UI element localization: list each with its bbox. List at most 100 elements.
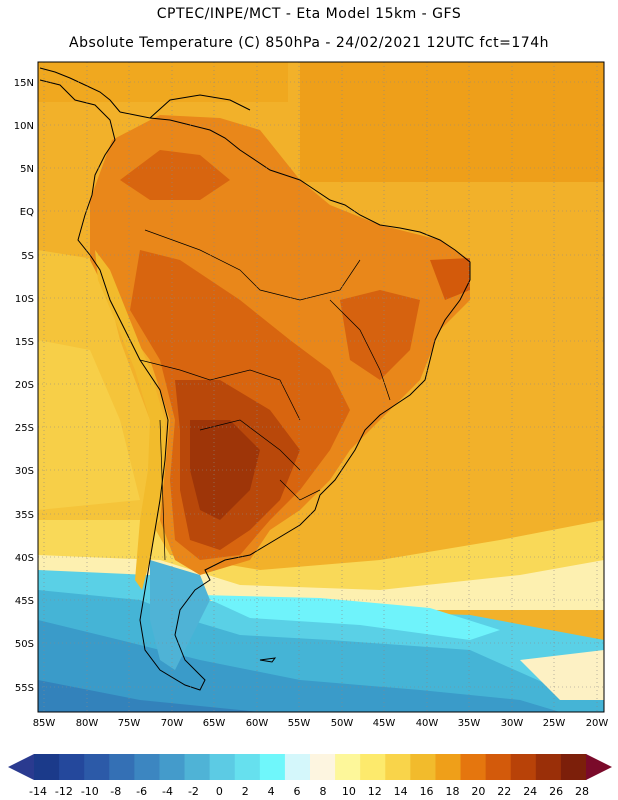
lon-label: 70W [161, 718, 184, 729]
lon-label: 45W [373, 718, 396, 729]
colorbar-label: -12 [55, 785, 73, 798]
lon-label: 60W [246, 718, 269, 729]
field-pacific-light [38, 340, 140, 510]
lat-label: 5N [20, 164, 34, 175]
lon-label: 35W [458, 718, 481, 729]
map-title-source: CPTEC/INPE/MCT - Eta Model 15km - GFS [156, 6, 462, 22]
colorbar-cell [310, 754, 336, 780]
lat-label: 10S [15, 294, 34, 305]
colorbar-label: 0 [216, 785, 223, 798]
colorbar-low-arrow [8, 754, 34, 780]
colorbar-label: -2 [188, 785, 199, 798]
colorbar-label: 12 [368, 785, 382, 798]
colorbar-label: 20 [471, 785, 485, 798]
colorbar-label: -14 [29, 785, 47, 798]
colorbar-label: -6 [136, 785, 147, 798]
lon-label: 30W [501, 718, 524, 729]
colorbar-cell [284, 754, 311, 780]
colorbar-label: -8 [110, 785, 121, 798]
colorbar-label: 10 [342, 785, 356, 798]
colorbar-label: 6 [294, 785, 301, 798]
lon-label: 80W [76, 718, 99, 729]
lon-label: 65W [203, 718, 226, 729]
field-southeast-pale [520, 650, 604, 700]
colorbar-cell [360, 754, 386, 780]
colorbar-cell [34, 754, 60, 780]
coastlines [39, 67, 471, 691]
field-north-atlantic [300, 62, 604, 182]
lat-label: 55S [15, 683, 34, 694]
field-andes-cool [95, 250, 165, 590]
lat-label: 35S [15, 510, 34, 521]
lat-label: 25S [15, 423, 34, 434]
field-cold-cyan-band [200, 595, 500, 640]
field-patagonia-cold [150, 560, 210, 670]
lon-label: 25W [543, 718, 566, 729]
colorbar-label: -4 [162, 785, 173, 798]
colorbar-cell [109, 754, 135, 780]
border-paraguay [199, 419, 301, 471]
colorbar: -14 -12 -10 -8 -6 -4 -2 0 2 4 6 8 10 12 14 16 18 20 22 24 26… [8, 754, 612, 798]
colorbar-cell [209, 754, 236, 780]
colorbar-cell [159, 754, 186, 780]
colorbar-cell [560, 754, 587, 780]
colorbar-cell [410, 754, 436, 780]
colorbar-cell [59, 754, 85, 780]
colorbar-label: 14 [394, 785, 408, 798]
colorbar-high-arrow [586, 754, 612, 780]
caribbean-coast [149, 94, 251, 119]
lon-label: 40W [416, 718, 439, 729]
border-uruguay [279, 479, 321, 501]
colorbar-cell [234, 754, 261, 780]
map-frame [37, 61, 605, 713]
field-northeast-hot [430, 258, 470, 300]
colorbar-label: 24 [523, 785, 537, 798]
colorbar-cell [84, 754, 110, 780]
lat-label: 50S [15, 639, 34, 650]
colorbar-cell [535, 754, 562, 780]
field-brazil-highlands [340, 290, 420, 380]
colorbar-label: -10 [81, 785, 99, 798]
colorbar-cell [134, 754, 160, 780]
falklands [259, 657, 277, 663]
colorbar-cell [385, 754, 411, 780]
colorbar-cell [485, 754, 512, 780]
lat-label: EQ [20, 207, 34, 218]
lon-label: 20W [586, 718, 609, 729]
colorbar-cell [435, 754, 462, 780]
lon-label: 85W [33, 718, 56, 729]
field-cold-deep [38, 620, 560, 712]
lon-label: 55W [288, 718, 311, 729]
lat-label: 30S [15, 466, 34, 477]
colorbar-cell [510, 754, 537, 780]
lat-label: 45S [15, 596, 34, 607]
colorbar-cell [259, 754, 286, 780]
colorbar-cell [184, 754, 211, 780]
south-america-coast [39, 79, 471, 691]
map-title-field: Absolute Temperature (C) 850hPa - 24/02/… [69, 35, 549, 51]
colorbar-cell [460, 754, 487, 780]
central-america-coast [39, 67, 121, 113]
colorbar-label: 4 [268, 785, 275, 798]
country-borders [139, 229, 391, 561]
lat-label: 10N [14, 121, 34, 132]
border-bolivia [139, 359, 301, 421]
lat-label: 5S [21, 251, 34, 262]
border-chile-argentina [159, 419, 166, 561]
field-northwest-hot [120, 150, 230, 200]
border-north [144, 229, 361, 301]
graticule [38, 62, 604, 712]
lat-label: 15N [14, 78, 34, 89]
colorbar-label: 26 [549, 785, 563, 798]
field-cold-deepest [38, 680, 260, 712]
colorbar-label: 16 [420, 785, 434, 798]
colorbar-label: 2 [242, 785, 249, 798]
colorbar-label: 22 [497, 785, 511, 798]
field-chaco-hottest [190, 420, 260, 520]
lat-label: 15S [15, 337, 34, 348]
lon-label: 75W [118, 718, 141, 729]
temperature-field [38, 62, 604, 712]
lat-label: 40S [15, 553, 34, 564]
latitude-axis: 15N 10N 5N EQ 5S 10S 15S 20S 25S 30S 35S… [14, 78, 34, 694]
